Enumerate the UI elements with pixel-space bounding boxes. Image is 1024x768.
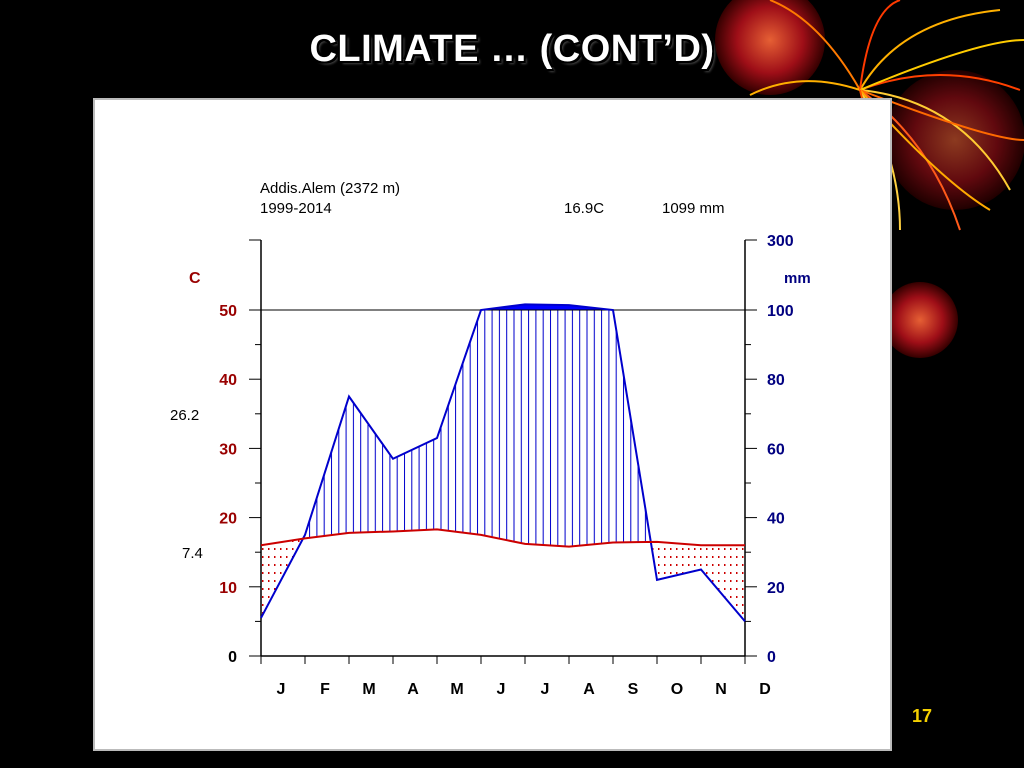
month-label: O [671,681,683,698]
annual-mean-temp: 16.9C [564,200,604,217]
right-tick-label: 60 [767,441,785,458]
left-tick-label: 30 [219,441,237,458]
left-tick-label: 50 [219,303,237,320]
right-tick-label: 300 [767,233,794,250]
right-tick-label: 100 [767,303,794,320]
left-tick-label: 20 [219,511,237,528]
slide-number: 17 [912,706,933,726]
right-tick-label: 80 [767,372,785,389]
mean-min-coldest-label: 7.4 [182,545,203,562]
right-tick-label: 0 [767,649,776,666]
dry-period-fill [652,541,745,622]
month-label: J [541,681,550,698]
right-axis-label: mm [784,270,811,287]
plot-area: 0 10 20 30 40 50 0 20 40 60 80 100 300 J F M A M J J A S O N D [219,233,794,698]
left-tick-label: 10 [219,580,237,597]
chart-frame: Addis.Alem (2372 m) 1999-2014 16.9C 1099… [93,98,892,751]
left-axis-label: C [189,270,201,287]
left-tick-label: 40 [219,372,237,389]
month-label: D [759,681,771,698]
station-label: Addis.Alem (2372 m) [260,180,400,197]
climate-chart: Addis.Alem (2372 m) 1999-2014 16.9C 1099… [170,180,811,698]
month-label: N [715,681,727,698]
month-label: A [407,681,419,698]
temperature-line [260,528,745,548]
right-tick-label: 40 [767,511,785,528]
month-label: M [362,681,375,698]
month-label: F [320,681,330,698]
month-label: J [277,681,286,698]
mean-max-coldest-label: 26.2 [170,407,199,424]
slide-title: CLIMATE … (CONT’D) [309,28,715,70]
humid-period-fill [303,310,651,547]
left-tick-label: 0 [228,649,237,666]
month-label: J [497,681,506,698]
month-label: M [450,681,463,698]
month-label: S [628,681,639,698]
month-label: A [583,681,595,698]
annual-precip: 1099 mm [662,200,725,217]
precipitation-line [260,303,746,623]
period-label: 1999-2014 [260,200,332,217]
right-tick-label: 20 [767,580,785,597]
